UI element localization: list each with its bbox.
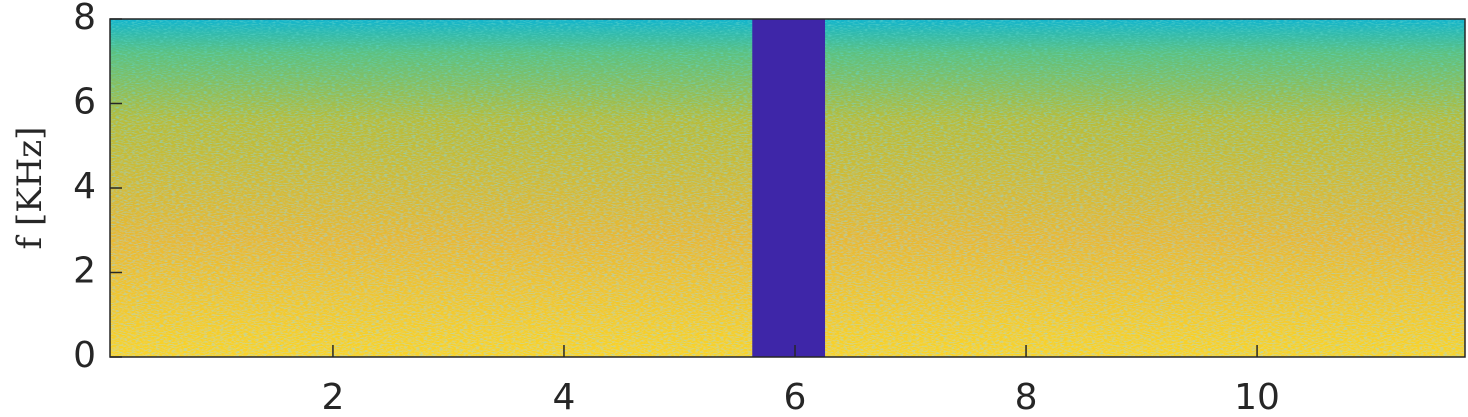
y-axis-label: f [KHz] <box>10 127 50 250</box>
y-tick-label: 6 <box>73 82 96 123</box>
y-tick-label: 2 <box>73 251 96 292</box>
x-tick-label: 2 <box>321 377 344 417</box>
x-tick-label: 10 <box>1234 377 1280 417</box>
silence-band <box>752 19 826 357</box>
x-tick-label: 6 <box>784 377 807 417</box>
plot-area <box>110 19 1465 357</box>
y-tick-label: 0 <box>73 335 96 376</box>
y-tick-label: 4 <box>73 166 96 207</box>
x-tick-label: 8 <box>1015 377 1038 417</box>
y-tick-label: 8 <box>73 0 96 38</box>
x-tick-label: 4 <box>553 377 576 417</box>
